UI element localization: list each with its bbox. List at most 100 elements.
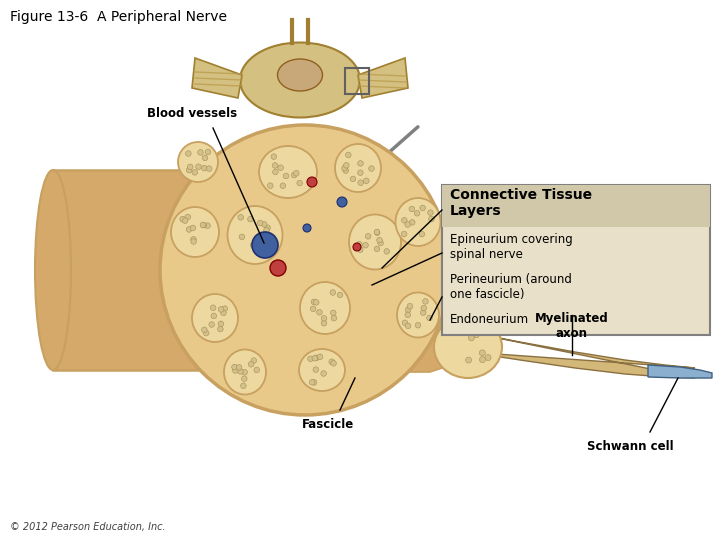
- Circle shape: [207, 166, 212, 171]
- Circle shape: [232, 364, 238, 370]
- Circle shape: [377, 237, 382, 243]
- Circle shape: [251, 358, 256, 363]
- Circle shape: [414, 211, 420, 216]
- Circle shape: [350, 176, 356, 182]
- Ellipse shape: [259, 146, 317, 198]
- Circle shape: [358, 180, 364, 185]
- Circle shape: [187, 164, 193, 170]
- Circle shape: [321, 320, 327, 326]
- Circle shape: [405, 222, 410, 227]
- Circle shape: [374, 229, 379, 235]
- Polygon shape: [378, 320, 460, 372]
- Ellipse shape: [240, 43, 360, 118]
- Circle shape: [254, 248, 260, 254]
- Text: Epineurium covering
spinal nerve: Epineurium covering spinal nerve: [450, 233, 572, 261]
- Circle shape: [423, 299, 428, 304]
- Circle shape: [307, 356, 313, 362]
- Circle shape: [186, 227, 192, 232]
- Circle shape: [292, 172, 297, 178]
- Circle shape: [420, 310, 426, 315]
- Circle shape: [466, 357, 472, 363]
- Circle shape: [186, 167, 192, 173]
- Circle shape: [180, 217, 186, 222]
- Circle shape: [239, 234, 245, 240]
- Circle shape: [190, 225, 196, 231]
- Text: Figure 13-6  A Peripheral Nerve: Figure 13-6 A Peripheral Nerve: [10, 10, 227, 24]
- Circle shape: [346, 152, 351, 158]
- Circle shape: [364, 178, 369, 184]
- Circle shape: [329, 359, 335, 364]
- Circle shape: [209, 322, 215, 327]
- Circle shape: [160, 125, 450, 415]
- Ellipse shape: [434, 316, 502, 378]
- Circle shape: [200, 222, 206, 228]
- Circle shape: [280, 183, 286, 188]
- Circle shape: [248, 361, 254, 367]
- Circle shape: [248, 217, 253, 222]
- Circle shape: [374, 230, 380, 235]
- Circle shape: [210, 305, 216, 310]
- Circle shape: [402, 320, 408, 326]
- Circle shape: [242, 369, 248, 375]
- Circle shape: [307, 177, 317, 187]
- Circle shape: [356, 241, 362, 247]
- Circle shape: [342, 165, 347, 171]
- Circle shape: [337, 292, 343, 298]
- Circle shape: [202, 155, 208, 161]
- Circle shape: [321, 315, 327, 321]
- Circle shape: [257, 220, 263, 226]
- Circle shape: [353, 243, 361, 251]
- Circle shape: [331, 315, 337, 321]
- Circle shape: [330, 289, 336, 295]
- Circle shape: [303, 224, 311, 232]
- Circle shape: [196, 164, 202, 170]
- Circle shape: [415, 322, 420, 328]
- Circle shape: [378, 240, 384, 246]
- Circle shape: [405, 323, 411, 329]
- Circle shape: [310, 380, 315, 385]
- Text: Endoneurium: Endoneurium: [450, 313, 529, 326]
- Circle shape: [421, 305, 426, 311]
- Circle shape: [203, 330, 209, 336]
- Circle shape: [238, 369, 243, 374]
- Circle shape: [204, 223, 210, 228]
- Polygon shape: [192, 58, 242, 98]
- Circle shape: [272, 163, 278, 168]
- Ellipse shape: [300, 282, 350, 334]
- Text: Myelinated
axon: Myelinated axon: [535, 312, 609, 340]
- Circle shape: [252, 232, 278, 258]
- Circle shape: [343, 168, 348, 173]
- Circle shape: [420, 205, 426, 211]
- Circle shape: [222, 306, 228, 312]
- Circle shape: [251, 242, 256, 248]
- Circle shape: [312, 355, 318, 361]
- Circle shape: [480, 328, 485, 334]
- Text: Perineurium (around
one fascicle): Perineurium (around one fascicle): [450, 273, 572, 301]
- Circle shape: [311, 299, 317, 305]
- Circle shape: [405, 307, 411, 313]
- Text: Connective Tissue
Layers: Connective Tissue Layers: [450, 188, 592, 218]
- Circle shape: [238, 214, 243, 220]
- Circle shape: [270, 260, 286, 276]
- Circle shape: [310, 306, 316, 312]
- Circle shape: [264, 227, 269, 233]
- Polygon shape: [468, 332, 695, 378]
- Circle shape: [265, 225, 271, 231]
- Circle shape: [369, 166, 374, 171]
- Circle shape: [314, 355, 320, 361]
- Circle shape: [294, 171, 299, 176]
- Polygon shape: [53, 170, 390, 370]
- Circle shape: [211, 313, 217, 319]
- Polygon shape: [358, 58, 408, 98]
- Circle shape: [384, 248, 390, 254]
- Circle shape: [311, 380, 317, 385]
- Ellipse shape: [335, 144, 381, 192]
- Circle shape: [419, 231, 425, 237]
- Circle shape: [313, 367, 319, 373]
- Circle shape: [283, 173, 289, 179]
- Circle shape: [365, 233, 371, 239]
- Circle shape: [409, 206, 415, 212]
- Ellipse shape: [395, 198, 441, 246]
- Circle shape: [185, 214, 191, 220]
- Circle shape: [202, 165, 207, 171]
